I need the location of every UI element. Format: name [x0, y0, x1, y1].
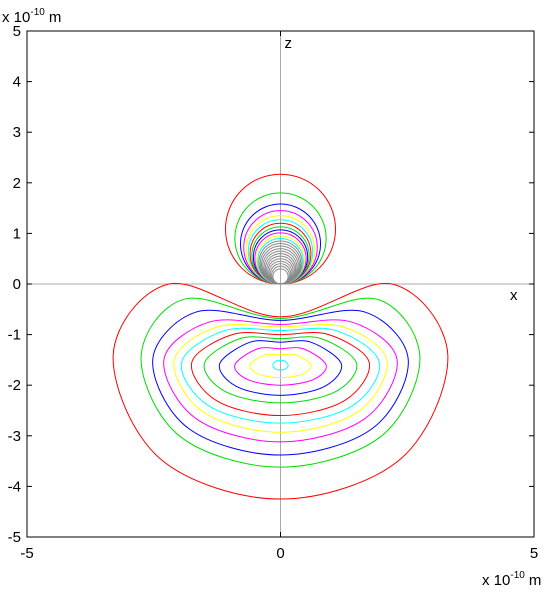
unit-exp: -10	[30, 7, 45, 18]
contour-line	[218, 340, 343, 396]
contour-line	[249, 353, 312, 379]
x-unit-label: x 10-10 m	[482, 570, 541, 589]
y-tick-label: 5	[13, 23, 21, 40]
contour-line	[112, 282, 449, 500]
unit-base: x 10	[2, 9, 30, 26]
y-tick-label: -2	[8, 377, 21, 394]
y-tick-label: -1	[8, 327, 21, 344]
y-tick-label: -3	[8, 428, 21, 445]
z-axis-label: z	[285, 35, 293, 52]
contour-line	[163, 319, 398, 443]
y-tick-label: -5	[8, 529, 21, 546]
contour-line	[173, 323, 388, 433]
x-axis-label: x	[510, 287, 518, 304]
y-unit-label: x 10-10 m	[2, 7, 61, 26]
contour-line	[140, 297, 421, 468]
unit-m: m	[49, 9, 62, 26]
unit-base: x 10	[482, 572, 510, 589]
unit-m: m	[529, 572, 542, 589]
y-tick-label: 2	[13, 175, 21, 192]
y-tick-label: 0	[13, 276, 21, 293]
y-tick-label: -4	[8, 478, 21, 495]
contour-line	[272, 268, 289, 285]
contour-line	[203, 336, 358, 404]
x-tick-label: -5	[20, 545, 33, 562]
y-tick-label: 1	[13, 225, 21, 242]
x-tick-label: 5	[530, 545, 538, 562]
contour-line	[152, 309, 409, 456]
contour-line	[272, 360, 289, 371]
y-tick-label: 4	[13, 74, 21, 91]
unit-exp: -10	[510, 570, 525, 581]
contour-line	[234, 347, 327, 386]
contour-line	[190, 332, 371, 417]
y-tick-label: 3	[13, 124, 21, 141]
contour-line	[180, 327, 381, 424]
x-tick-label: 0	[276, 545, 284, 562]
